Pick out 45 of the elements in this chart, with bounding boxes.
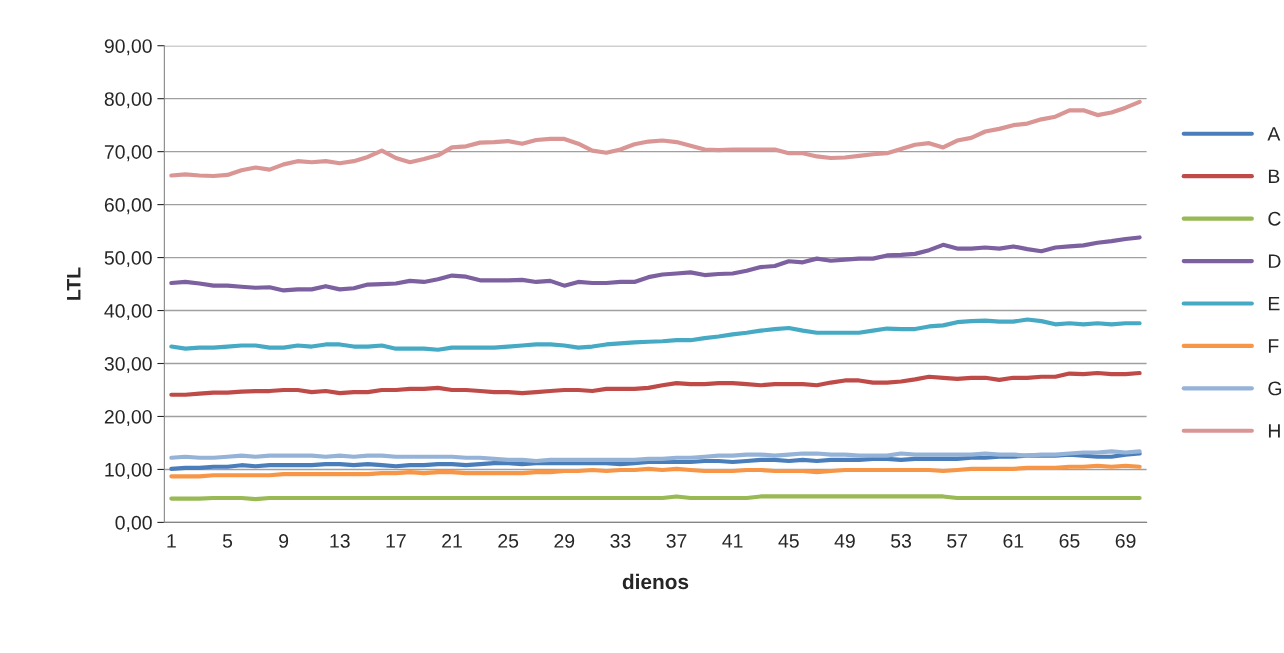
x-tick-label: 17 [386, 534, 406, 548]
x-tick-label: 61 [1003, 534, 1024, 548]
y-tick-label: 0,00 [115, 515, 152, 532]
x-tick-label: 65 [1059, 534, 1080, 548]
line-series [169, 317, 1142, 352]
x-tick-label: 37 [666, 534, 687, 548]
line-series [169, 451, 1142, 471]
x-tick-label: 29 [554, 534, 575, 548]
legend-label: A [1267, 127, 1281, 141]
legend-label: D [1268, 254, 1281, 268]
y-tick-label: 70,00 [104, 145, 152, 162]
y-tick-label: 30,00 [104, 356, 152, 374]
y-tick-label: 20,00 [104, 409, 152, 426]
line-series [169, 449, 1142, 464]
x-tick-label: 25 [498, 534, 519, 548]
legend-label: E [1268, 296, 1280, 311]
y-axis-title: LTL [67, 267, 81, 300]
x-tick-label: 9 [279, 534, 289, 548]
x-tick-label: 49 [834, 534, 855, 548]
y-tick-label: 50,00 [104, 251, 152, 268]
line-series [169, 99, 1142, 179]
y-tick-label: 80,00 [104, 92, 152, 109]
x-axis-title: dienos [622, 573, 689, 590]
x-tick-label: 53 [891, 534, 912, 548]
legend-label: H [1268, 424, 1280, 438]
legend-label: C [1268, 211, 1281, 226]
x-tick-label: 21 [442, 534, 462, 548]
x-tick-label: 5 [222, 534, 233, 548]
y-tick-label: 90,00 [104, 39, 152, 56]
legend-label: F [1268, 339, 1279, 353]
y-tick-label: 10,00 [105, 462, 152, 479]
x-tick-label: 41 [722, 534, 743, 548]
x-tick-label: 1 [167, 534, 176, 548]
legend-label: G [1268, 381, 1282, 396]
line-series [169, 463, 1142, 479]
x-tick-label: 57 [947, 534, 968, 548]
y-tick-label: 40,00 [104, 304, 152, 321]
legend-label: B [1268, 169, 1280, 183]
x-tick-label: 45 [778, 534, 799, 548]
x-tick-label: 13 [330, 534, 350, 548]
line-series [169, 235, 1142, 293]
line-series [169, 370, 1142, 397]
y-tick-label: 60,00 [104, 198, 152, 215]
x-tick-label: 33 [610, 534, 631, 548]
x-tick-label: 69 [1115, 534, 1136, 548]
